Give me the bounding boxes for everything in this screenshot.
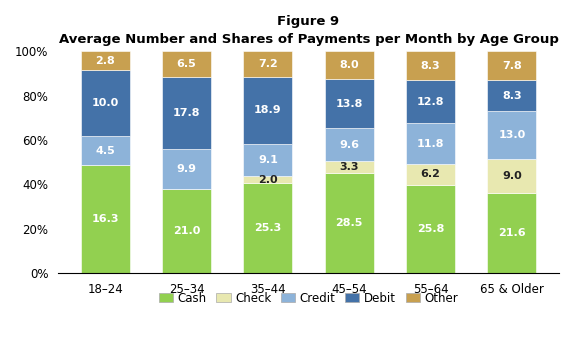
Bar	[243, 183, 292, 273]
Bar	[243, 77, 292, 144]
Title: Figure 9
Average Number and Shares of Payments per Month by Age Group: Figure 9 Average Number and Shares of Pa…	[59, 15, 559, 46]
Text: 25.8: 25.8	[417, 224, 444, 234]
Bar	[81, 70, 130, 136]
Text: 9.6: 9.6	[339, 140, 359, 149]
Text: 7.8: 7.8	[502, 61, 522, 71]
Bar	[487, 80, 536, 111]
Text: 13.8: 13.8	[336, 99, 363, 109]
Bar	[81, 51, 130, 70]
Bar	[81, 165, 130, 273]
Text: 8.3: 8.3	[502, 91, 522, 101]
Bar	[487, 193, 536, 273]
Bar	[406, 51, 455, 80]
Bar	[406, 185, 455, 273]
Text: 12.8: 12.8	[417, 96, 444, 106]
Text: 21.0: 21.0	[173, 226, 200, 236]
Bar	[406, 164, 455, 185]
Bar	[243, 144, 292, 176]
Bar	[487, 111, 536, 159]
Text: 10.0: 10.0	[92, 98, 119, 108]
Bar	[487, 159, 536, 193]
Text: 17.8: 17.8	[173, 108, 200, 118]
Text: 11.8: 11.8	[417, 139, 444, 148]
Bar	[325, 173, 374, 273]
Bar	[406, 123, 455, 164]
Text: 3.3: 3.3	[339, 162, 359, 172]
Text: 18.9: 18.9	[254, 105, 282, 116]
Bar	[406, 80, 455, 123]
Text: 28.5: 28.5	[336, 218, 363, 228]
Text: 8.3: 8.3	[421, 61, 440, 70]
Bar	[325, 51, 374, 79]
Text: 16.3: 16.3	[91, 214, 119, 224]
Text: 7.2: 7.2	[258, 59, 278, 69]
Bar	[162, 77, 211, 149]
Bar	[325, 128, 374, 161]
Bar	[325, 161, 374, 173]
Text: 21.6: 21.6	[498, 228, 526, 238]
Bar	[325, 79, 374, 128]
Bar	[162, 51, 211, 77]
Text: 25.3: 25.3	[254, 223, 281, 233]
Text: 9.9: 9.9	[177, 164, 196, 174]
Bar	[487, 51, 536, 80]
Text: 13.0: 13.0	[498, 130, 525, 140]
Text: 9.0: 9.0	[502, 171, 522, 181]
Text: 6.5: 6.5	[177, 59, 196, 69]
Bar	[243, 176, 292, 183]
Legend: Cash, Check, Credit, Debit, Other: Cash, Check, Credit, Debit, Other	[157, 289, 460, 307]
Text: 2.0: 2.0	[258, 175, 278, 185]
Bar	[162, 149, 211, 189]
Bar	[162, 189, 211, 273]
Text: 2.8: 2.8	[95, 56, 115, 66]
Text: 8.0: 8.0	[339, 60, 359, 70]
Text: 4.5: 4.5	[95, 145, 115, 156]
Bar	[81, 136, 130, 165]
Bar	[243, 51, 292, 77]
Text: 6.2: 6.2	[421, 169, 440, 179]
Text: 9.1: 9.1	[258, 155, 278, 165]
